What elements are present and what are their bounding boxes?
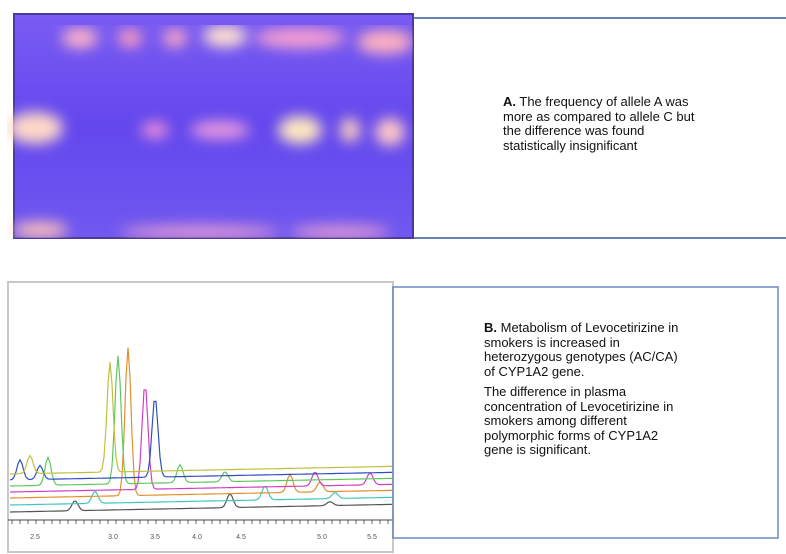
axis-label: 4.0	[192, 534, 202, 541]
paragraph: B. Metabolism of Levocetirizine in smoker…	[484, 320, 679, 380]
chromatogram-frame	[7, 281, 394, 553]
trace	[10, 389, 392, 493]
axis-label: 5.5	[367, 534, 377, 541]
trace	[10, 485, 392, 506]
chromatogram: 2.5 3.0 3.5 4.0 4.5 5.0 5.5	[9, 347, 392, 541]
text: Metabolism of Levocetirizine in	[500, 320, 679, 335]
trace	[9, 400, 392, 481]
text-line: smokers among different	[484, 413, 678, 429]
panel-b-text: B. Metabolism of Levocetirizine in smoker…	[484, 320, 679, 464]
text: of CYP1A2 gene.	[484, 363, 585, 379]
axis-label: 4.5	[236, 534, 246, 541]
text-line: polymorphic forms of CYP1A2	[484, 427, 678, 444]
text-line: the difference was found	[503, 123, 694, 139]
paragraph: The difference in plasma concentration of…	[484, 384, 678, 458]
trace	[10, 347, 392, 499]
text: more as compared to allele C but	[503, 108, 695, 124]
text-line: smokers is increased in	[484, 334, 678, 351]
axis-label: 3.0	[108, 534, 118, 541]
text: The difference in plasma	[484, 384, 627, 399]
text-line: more as compared to allele C but	[503, 108, 695, 125]
axis-label: 3.5	[150, 534, 160, 541]
gel-image	[7, 13, 414, 239]
text: polymorphic forms of CYP1A2	[484, 427, 659, 443]
text: The frequency of allele A was	[519, 94, 689, 109]
panel-label: B.	[484, 320, 497, 335]
text: statistically insignificant	[503, 137, 638, 153]
text: smokers among different	[484, 413, 627, 428]
axis-label: 2.5	[30, 534, 40, 541]
trace	[10, 361, 392, 475]
axis-label: 5.0	[317, 534, 327, 541]
text-line: B. Metabolism of Levocetirizine in	[484, 320, 679, 336]
text-line: concentration of Levocetirizine in	[484, 398, 678, 415]
text-line: of CYP1A2 gene.	[484, 363, 678, 380]
text: gene is significant.	[484, 442, 591, 457]
text: concentration of Levocetirizine in	[484, 398, 674, 414]
text-line: gene is significant.	[484, 442, 678, 458]
text: smokers is increased in	[484, 334, 620, 350]
panel-a-text: A. The frequency of allele A was more as …	[503, 94, 695, 154]
trace	[10, 492, 392, 513]
panel-label: A.	[503, 94, 516, 109]
text-line: heterozygous genotypes (AC/CA)	[484, 349, 678, 365]
trace	[10, 355, 392, 487]
text-line: statistically insignificant	[503, 137, 694, 154]
text-line: The difference in plasma	[484, 384, 678, 400]
text: heterozygous genotypes (AC/CA)	[484, 349, 678, 364]
text: the difference was found	[503, 123, 645, 138]
text-line: A. The frequency of allele A was	[503, 94, 694, 110]
text-box	[392, 286, 779, 539]
